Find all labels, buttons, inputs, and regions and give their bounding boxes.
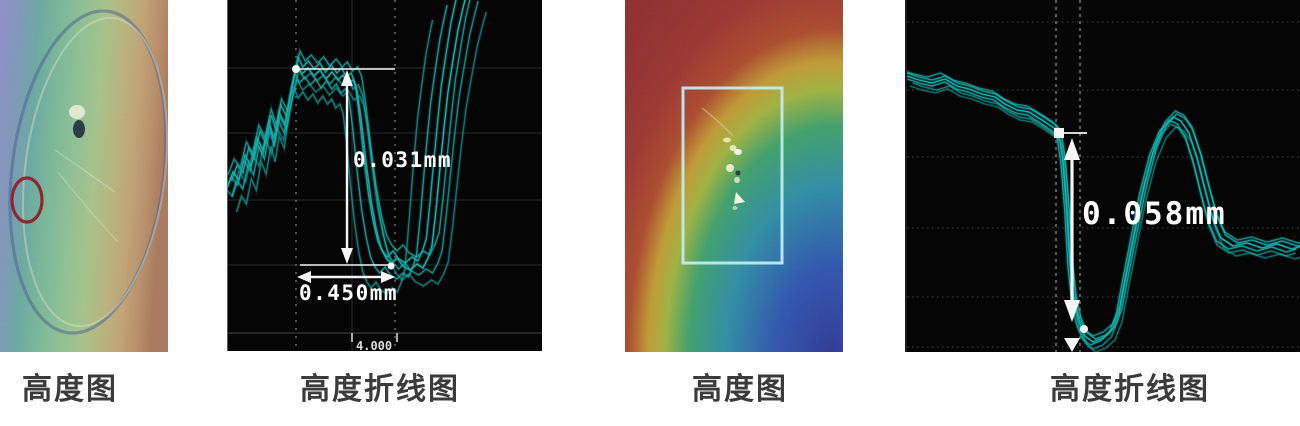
height-map-panel-2 — [625, 0, 843, 352]
caption-height-profile-2: 高度折线图 — [1050, 373, 1210, 406]
step-height-label: 0.031mm — [353, 148, 452, 172]
arrowhead-down-icon — [341, 248, 353, 264]
texture-noise-overlay — [625, 0, 843, 352]
measure-marker-bottom — [387, 262, 395, 270]
height-map-panel-1 — [0, 0, 168, 352]
height-profile-panel-2: 0.058mm — [905, 0, 1300, 352]
x-axis-tick-label: 4.000 — [356, 339, 392, 351]
arrowhead-right-icon — [381, 271, 395, 283]
measure-marker-bottom — [1080, 325, 1088, 333]
caption-height-map-1: 高度图 — [22, 373, 118, 406]
profile-trace — [909, 85, 1300, 352]
height-profile-panel-1: 0.031mm 0.450mm 4.000 — [227, 0, 542, 351]
measurement-annotations — [292, 65, 398, 342]
arrowhead-down-icon — [1064, 300, 1080, 322]
caption-height-profile-1: 高度折线图 — [300, 373, 460, 406]
height-profile-chart-2: 0.058mm — [907, 0, 1300, 352]
measure-cursor-lines — [1055, 0, 1081, 352]
profile-trace — [912, 82, 1296, 350]
profile-trace — [227, 11, 487, 287]
profile-trace — [231, 4, 448, 280]
profile-trace — [230, 0, 457, 264]
arrowhead-left-icon — [297, 271, 311, 283]
arrowhead-up-icon — [1064, 138, 1080, 160]
profile-trace — [227, 0, 466, 271]
step-height-label: 0.058mm — [1082, 196, 1227, 232]
trace-group — [227, 0, 488, 297]
measurement-annotations — [1054, 128, 1088, 352]
height-map-1-image — [0, 0, 168, 352]
caption-height-map-2: 高度图 — [692, 373, 788, 406]
arrowhead-up-icon — [341, 70, 353, 86]
grid-lines — [907, 21, 1300, 348]
profile-trace — [907, 78, 1297, 346]
height-map-2-image — [625, 0, 843, 352]
trace-group — [907, 69, 1300, 352]
texture-noise-overlay — [0, 0, 168, 352]
height-profile-chart-1: 0.031mm 0.450mm 4.000 — [227, 0, 542, 351]
profile-trace — [227, 0, 471, 258]
arrowhead-down-partial-icon — [1064, 338, 1080, 352]
profile-trace — [907, 71, 1300, 337]
profile-trace — [235, 19, 434, 295]
profile-trace — [227, 0, 479, 276]
step-width-label: 0.450mm — [299, 281, 398, 305]
